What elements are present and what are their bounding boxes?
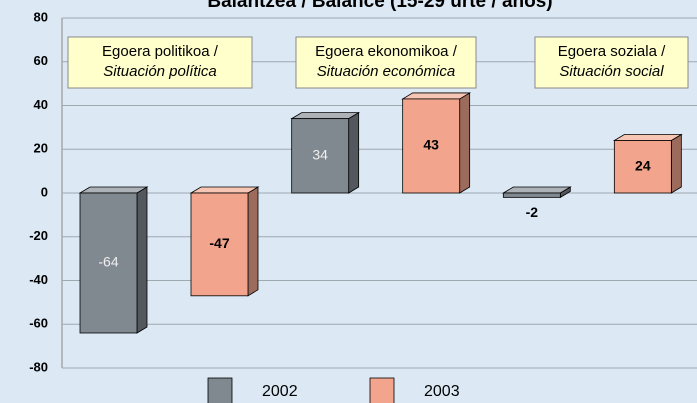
- bar-top: [401, 92, 472, 100]
- category-label: Egoera ekonomikoa /: [315, 43, 458, 60]
- bar-top: [290, 112, 361, 120]
- y-tick-label: 20: [34, 141, 48, 156]
- bar: [290, 111, 361, 194]
- bar-top: [78, 186, 149, 194]
- category-label: Situación social: [559, 63, 664, 80]
- value-label: -47: [209, 235, 229, 251]
- bar-front: [79, 192, 138, 334]
- bar-side: [136, 186, 148, 334]
- category-box: [534, 36, 689, 89]
- bar-side: [670, 133, 682, 194]
- bar-top: [612, 134, 683, 141]
- bar-front: [291, 118, 350, 194]
- value-label: -2: [526, 204, 539, 220]
- bar-top: [189, 186, 260, 194]
- value-label: 24: [635, 157, 651, 173]
- bar: [501, 186, 572, 199]
- value-label: 43: [423, 137, 439, 153]
- bar: [401, 92, 472, 194]
- y-tick-label: 0: [41, 184, 48, 199]
- category-label: Situación económica: [317, 63, 455, 80]
- bar-front: [402, 98, 461, 194]
- bar: [78, 186, 149, 334]
- legend-swatch: [207, 377, 233, 403]
- value-label: 34: [312, 147, 328, 163]
- category-label: Egoera politikoa /: [102, 43, 219, 60]
- legend-label: 2002: [262, 383, 298, 400]
- y-tick-label: 40: [34, 97, 48, 112]
- bar-side: [459, 92, 471, 194]
- y-tick-label: -80: [29, 359, 48, 374]
- category-label: Situación política: [103, 63, 216, 80]
- bar-front: [190, 192, 249, 297]
- y-tick-label: 80: [34, 9, 48, 24]
- bar: [189, 186, 260, 297]
- category-box: [67, 36, 253, 89]
- chart-title: Balantzea / Balance (15-29 urte / años): [207, 0, 552, 12]
- bar-side: [348, 111, 360, 194]
- y-tick-label: -60: [29, 316, 48, 331]
- legend-label: 2003: [424, 383, 460, 400]
- bar: [612, 133, 683, 194]
- category-box: [295, 36, 477, 89]
- bar-front: [502, 192, 561, 198]
- y-tick-label: -20: [29, 228, 48, 243]
- y-tick-label: -40: [29, 272, 48, 287]
- category-label: Egoera soziala /: [558, 43, 666, 60]
- value-label: -64: [98, 254, 118, 270]
- legend-swatch: [369, 377, 395, 403]
- y-tick-label: 60: [34, 53, 48, 68]
- bar-front: [613, 140, 672, 194]
- bar-side: [247, 186, 259, 297]
- bar-top: [501, 186, 572, 194]
